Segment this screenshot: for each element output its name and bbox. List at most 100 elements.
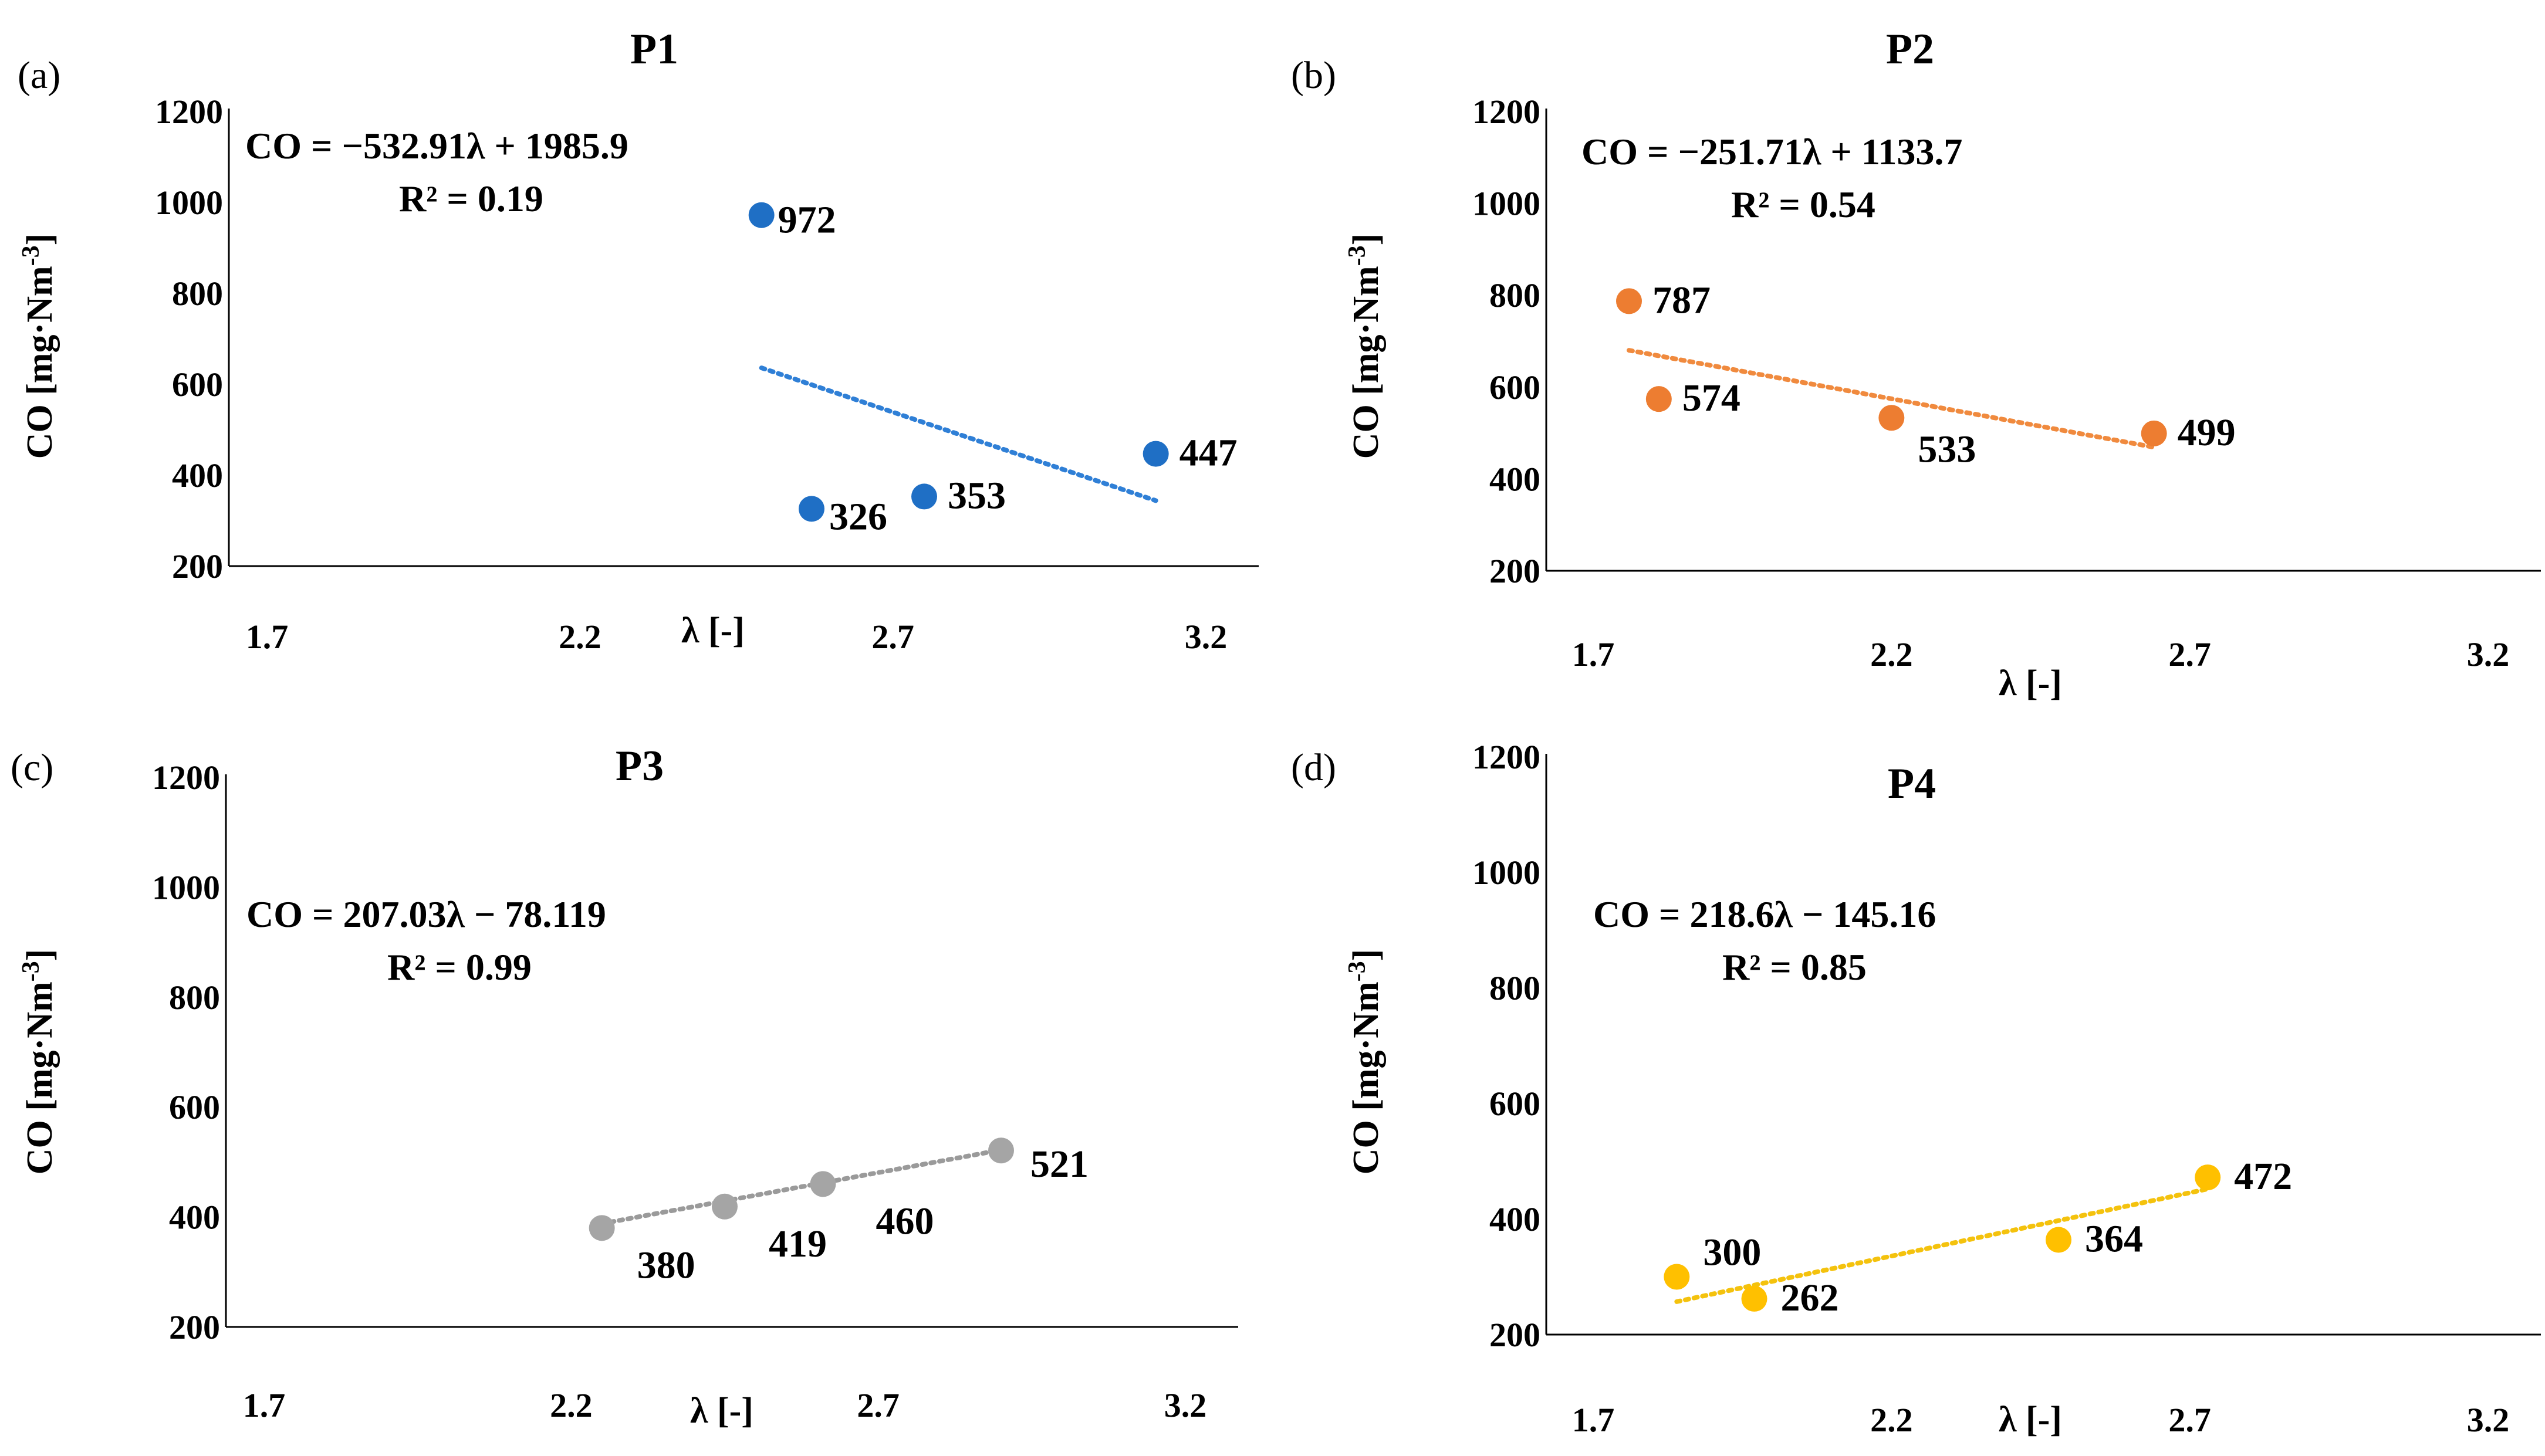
data-label: 460	[876, 1200, 934, 1242]
data-label: 574	[1682, 377, 1740, 419]
data-point	[712, 1193, 738, 1220]
y-tick-label: 200	[172, 547, 223, 585]
trend-r-squared: R² = 0.85	[1722, 946, 1867, 988]
x-axis-label: λ [-]	[1999, 1400, 2062, 1440]
x-axis-label: λ [-]	[1999, 663, 2062, 703]
data-label: 380	[637, 1244, 695, 1286]
data-label: 533	[1918, 428, 1976, 470]
panel-letter: (a)	[18, 54, 60, 97]
data-point	[748, 202, 775, 228]
data-point	[589, 1215, 615, 1241]
data-point	[1741, 1285, 1767, 1312]
data-point	[1645, 386, 1672, 412]
data-point	[799, 496, 824, 522]
x-tick-label: 2.7	[2168, 635, 2211, 673]
x-tick-label: 2.2	[1870, 635, 1913, 673]
y-axis-label: CO [mg·Nm-3]	[18, 233, 60, 459]
trend-r-squared: R² = 0.19	[399, 178, 543, 219]
data-label: 353	[948, 474, 1006, 517]
trend-r-squared: R² = 0.54	[1731, 184, 1875, 225]
x-tick-label: 2.2	[550, 1386, 593, 1424]
y-tick-label: 1000	[1472, 854, 1540, 892]
y-tick-label: 1200	[1472, 738, 1540, 776]
data-label: 262	[1781, 1276, 1839, 1319]
y-tick-label: 800	[1489, 969, 1540, 1007]
y-tick-label: 600	[169, 1088, 220, 1126]
x-tick-label: 3.2	[2467, 635, 2510, 673]
data-label: 419	[769, 1223, 827, 1265]
panel-letter: (c)	[11, 746, 53, 789]
trend-r-squared: R² = 0.99	[387, 946, 532, 988]
x-tick-label: 1.7	[1572, 1401, 1615, 1439]
trendline	[759, 365, 1158, 503]
y-tick-label: 200	[1489, 1316, 1540, 1354]
x-tick-label: 2.2	[559, 618, 601, 656]
y-tick-label: 400	[1489, 1200, 1540, 1238]
data-label: 521	[1030, 1143, 1089, 1186]
y-tick-label: 1000	[1472, 185, 1540, 223]
data-label: 364	[2085, 1217, 2143, 1260]
chart-panel-p1: (a) P1 200 400 600 800 1000 1200 1.7 2.2 2.7 3.2 λ […	[18, 25, 1259, 656]
chart-panel-p3: (c) P3 200 400 600 800 1000 1200 1.7 2.2 2.7 3.2 λ […	[11, 742, 1238, 1431]
x-axis-label: λ [-]	[690, 1391, 753, 1431]
data-point	[2141, 420, 2167, 446]
x-tick-label: 1.7	[246, 618, 289, 656]
y-tick-label: 600	[1489, 368, 1540, 407]
trend-equation: CO = 207.03λ − 78.119	[246, 893, 606, 935]
x-tick-label: 1.7	[1572, 635, 1615, 673]
trend-equation: CO = 218.6λ − 145.16	[1593, 893, 1936, 935]
y-tick-label: 1000	[152, 868, 220, 906]
y-tick-label: 800	[169, 978, 220, 1017]
data-point	[988, 1137, 1014, 1164]
y-tick-label: 400	[172, 456, 223, 495]
trendline	[1674, 1186, 2211, 1304]
data-label: 499	[2178, 411, 2236, 454]
x-tick-label: 2.7	[857, 1386, 900, 1424]
y-tick-label: 200	[169, 1308, 220, 1346]
y-tick-label: 1200	[152, 759, 220, 797]
y-tick-label: 800	[1489, 276, 1540, 314]
trendline	[599, 1147, 1003, 1226]
y-tick-label: 1000	[155, 184, 223, 222]
chart-title: P4	[1888, 760, 1936, 808]
x-tick-label: 2.2	[1870, 1401, 1913, 1439]
data-label: 472	[2234, 1155, 2292, 1198]
y-tick-label: 1200	[155, 93, 223, 131]
chart-title: P1	[630, 25, 678, 73]
y-tick-label: 1200	[1472, 93, 1540, 131]
y-axis-label: CO [mg·Nm-3]	[1344, 233, 1386, 459]
x-tick-label: 2.7	[2168, 1401, 2211, 1439]
x-tick-label: 3.2	[1185, 618, 1228, 656]
y-tick-label: 400	[1489, 460, 1540, 498]
y-tick-label: 400	[169, 1198, 220, 1237]
trend-equation: CO = −251.71λ + 1133.7	[1581, 131, 1962, 172]
data-point	[1878, 405, 1905, 431]
chart-panel-p4: (d) P4 200 400 600 800 1000 1200 1.7 2.2 2.7 3.2 λ […	[1291, 738, 2541, 1440]
data-label: 300	[1703, 1231, 1761, 1274]
x-tick-label: 3.2	[2467, 1401, 2510, 1439]
data-point	[1616, 288, 1642, 314]
y-tick-label: 600	[1489, 1085, 1540, 1123]
x-tick-label: 1.7	[243, 1386, 286, 1424]
data-point	[911, 483, 937, 510]
data-label: 787	[1652, 279, 1711, 321]
trendline	[1627, 348, 2157, 450]
data-point	[810, 1171, 836, 1197]
y-tick-label: 600	[172, 365, 223, 404]
data-point	[1664, 1264, 1690, 1290]
data-point	[2195, 1164, 2221, 1191]
trend-equation: CO = −532.91λ + 1985.9	[245, 125, 628, 167]
x-axis-label: λ [-]	[681, 611, 745, 651]
y-tick-label: 800	[172, 275, 223, 313]
data-point	[2046, 1227, 2071, 1253]
y-axis-label: CO [mg·Nm-3]	[18, 949, 60, 1175]
data-label: 972	[778, 199, 836, 242]
data-point	[1143, 441, 1169, 467]
chart-title: P2	[1886, 25, 1934, 73]
panel-letter: (b)	[1291, 54, 1336, 97]
x-tick-label: 3.2	[1164, 1386, 1207, 1424]
data-label: 447	[1179, 432, 1238, 475]
y-tick-label: 200	[1489, 552, 1540, 590]
x-tick-label: 2.7	[871, 618, 914, 656]
